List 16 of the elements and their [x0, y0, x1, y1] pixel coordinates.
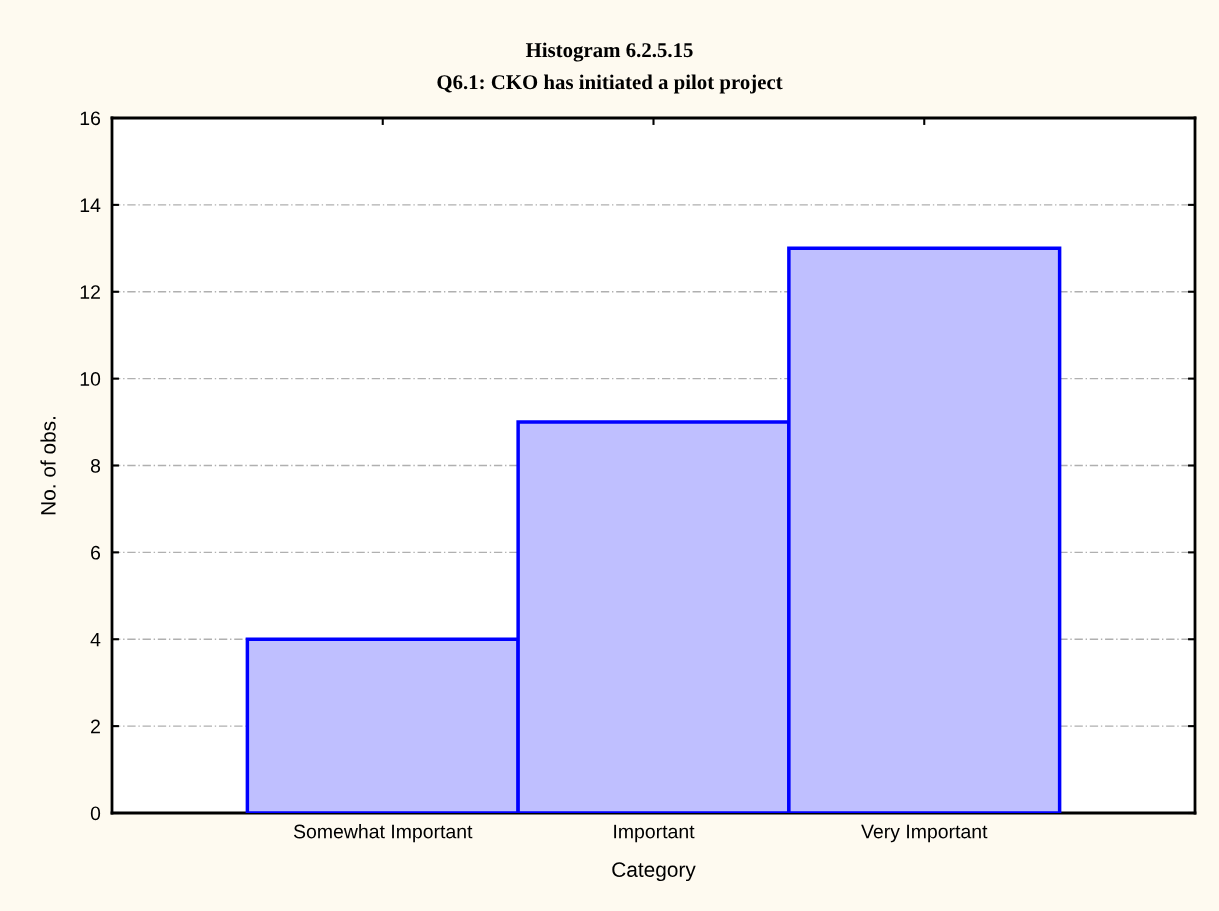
y-tick-label: 16 [80, 111, 101, 126]
chart-title: Histogram 6.2.5.15 [525, 42, 693, 62]
y-tick-label: 4 [90, 632, 101, 647]
y-tick-label: 0 [90, 806, 101, 821]
x-tick-label: Important [614, 824, 695, 843]
y-tick-label: 14 [80, 198, 101, 212]
x-tick-label: Very Important [861, 824, 988, 843]
y-tick-label: 8 [90, 458, 101, 473]
y-tick-label: 10 [80, 372, 101, 386]
x-axis-title: Category [612, 862, 696, 882]
y-tick-label: 6 [91, 545, 101, 560]
x-tick-label: Somewhat Important [293, 824, 473, 843]
y-tick-label: 2 [91, 719, 100, 734]
chart-subtitle: Q6.1: CKO has initiated a pilot project [437, 74, 783, 94]
y-axis-title: No. of obs. [40, 417, 56, 515]
y-tick-label: 12 [80, 285, 100, 299]
